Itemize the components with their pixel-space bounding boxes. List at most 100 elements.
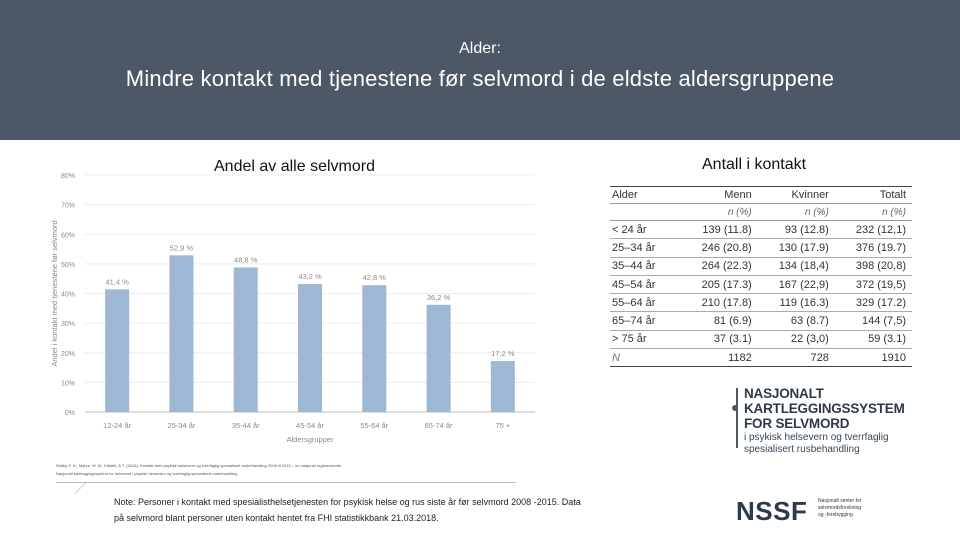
table-total-row: N 1182 728 1910 — [610, 348, 912, 368]
nasjonalt-kartleggingssystem-logo: NASJONALT KARTLEGGINGSSYSTEM FOR SELVMOR… — [732, 386, 922, 458]
table-cell: 728 — [757, 348, 835, 368]
table-cell: 1910 — [834, 348, 912, 368]
bar-chart: 0% 10% 20% 30% 40% 50% 60% 70% 80% Andel i kontak… — [50, 173, 535, 444]
y-tick-label: 60% — [61, 232, 75, 239]
data-label: 48,8 % — [234, 255, 258, 264]
table-header-row: Alder Menn Kvinner Totalt — [610, 186, 912, 204]
nssf-line: selvmordsforskning — [818, 505, 862, 511]
table-cell: N — [610, 348, 681, 368]
nssf-logo: NSSF — [736, 496, 808, 526]
table-cell: 205 (17.3) — [680, 275, 758, 295]
bar — [105, 289, 130, 412]
y-tick-label: 0% — [65, 410, 75, 417]
bar — [426, 304, 451, 412]
data-label: 17,2 % — [491, 349, 515, 358]
y-tick-label: 10% — [61, 380, 75, 387]
table-unit-cell: n (%) — [680, 203, 758, 221]
y-tick-label: 70% — [61, 203, 75, 210]
table-unit-cell: n (%) — [757, 203, 835, 221]
x-tick-label: 35-44 år — [232, 421, 260, 430]
y-tick-label: 50% — [61, 262, 75, 269]
nssf-line: Nasjonalt senter for — [818, 498, 862, 504]
table-cell: 210 (17.8) — [680, 293, 758, 313]
bar — [233, 267, 258, 412]
divider-tick — [74, 482, 106, 494]
x-tick-label: 65-74 år — [425, 421, 453, 430]
table-cell: 134 (18,4) — [757, 257, 835, 276]
x-tick-label: 55-64 år — [360, 421, 388, 430]
table-cell: 119 (16.3) — [757, 293, 835, 313]
nssf-line: og -forebygging — [818, 512, 853, 518]
source-line-1: Walby, F. A., Myhre, M. Ø., Kildahl, A.T… — [56, 463, 342, 468]
nssf-subtitle: Nasjonalt senter for selvmordsforskning … — [818, 498, 928, 519]
bar — [169, 255, 194, 412]
logo-line: spesialisert rusbehandling — [744, 444, 860, 455]
header-kicker: Alder: — [459, 40, 501, 57]
x-tick-label: 25-34 år — [167, 421, 195, 430]
table-cell: 81 (6.9) — [680, 311, 758, 331]
table-cell: 329 (17.2) — [834, 293, 912, 313]
table-cell: 93 (12.8) — [757, 220, 835, 240]
data-label: 43,2 % — [298, 272, 322, 281]
logo-line: KARTLEGGINGSSYSTEM — [744, 401, 905, 416]
table-row: 45–54 år 205 (17.3) 167 (22,9) 372 (19,5… — [610, 275, 912, 295]
source-line-2: Nasjonalt kartleggingssystem for selvmor… — [56, 471, 238, 476]
x-tick-label: 12-24 år — [103, 421, 131, 430]
contact-table: Alder Menn Kvinner Totalt n (%) n (%) n … — [610, 186, 912, 368]
table-cell: 35–44 år — [610, 257, 681, 276]
table-row: 55–64 år 210 (17.8) 119 (16.3) 329 (17.2… — [610, 293, 912, 313]
data-label: 41,4 % — [105, 277, 129, 286]
logo-bar — [736, 388, 738, 448]
table-header-cell: Alder — [610, 186, 681, 204]
table-title: Antall i kontakt — [702, 156, 807, 173]
table-cell: 144 (7,5) — [834, 311, 912, 331]
y-axis-label: Andel i kontakt med tjenestene før selvm… — [50, 220, 59, 366]
table-unit-row: n (%) n (%) n (%) — [610, 203, 912, 221]
page-title: Mindre kontakt med tjenestene før selvmo… — [125, 66, 835, 91]
table-row: 35–44 år 264 (22.3) 134 (18,4) 398 (20,8… — [610, 257, 912, 276]
bar — [490, 361, 515, 412]
source-citation: Walby, F. A., Myhre, M. Ø., Kildahl, A.T… — [56, 462, 516, 478]
divider — [56, 482, 516, 483]
x-tick-label: 45-54 år — [296, 421, 324, 430]
data-label: 42,8 % — [363, 273, 387, 282]
table-cell: 398 (20,8) — [834, 257, 912, 276]
table-cell: 63 (8.7) — [757, 311, 835, 331]
table-cell: 37 (3.1) — [680, 330, 758, 350]
logo-line: FOR SELVMORD — [744, 416, 850, 431]
y-tick-label: 40% — [61, 292, 75, 299]
table-row: < 24 år 139 (11.8) 93 (12.8) 232 (12,1) — [610, 220, 912, 240]
logo-dot — [732, 405, 738, 411]
table-cell: 45–54 år — [610, 275, 681, 295]
table-cell: 232 (12,1) — [834, 220, 912, 240]
data-label: 36,2 % — [427, 293, 451, 302]
table-row: > 75 år 37 (3.1) 22 (3,0) 59 (3.1) — [610, 330, 912, 350]
table-cell: 25–34 år — [610, 238, 681, 258]
bar — [362, 285, 387, 412]
logo-line: i psykisk helsevern og tverrfaglig — [744, 432, 889, 443]
y-tick-label: 20% — [61, 351, 75, 358]
chart-title: Andel av alle selvmord — [214, 158, 375, 175]
table-header-cell: Menn — [680, 186, 758, 204]
x-tick-label: 75 + — [495, 421, 510, 430]
table-cell: 59 (3.1) — [834, 330, 912, 350]
table-unit-cell: n (%) — [834, 203, 912, 221]
table-header-cell: Kvinner — [757, 186, 835, 204]
header-banner: Alder: Mindre kontakt med tjenestene før… — [0, 0, 960, 140]
table-cell: 65–74 år — [610, 311, 681, 331]
bar — [298, 284, 322, 412]
table-cell: 55–64 år — [610, 293, 681, 313]
table-row: 65–74 år 81 (6.9) 63 (8.7) 144 (7,5) — [610, 311, 912, 331]
logo-line: NASJONALT — [744, 386, 824, 401]
table-unit-cell — [610, 203, 681, 221]
table-row: 25–34 år 246 (20.8) 130 (17.9) 376 (19.7… — [610, 238, 912, 258]
table-cell: 376 (19.7) — [834, 238, 912, 258]
table-cell: 1182 — [680, 348, 758, 368]
y-tick-label: 30% — [61, 321, 75, 328]
table-cell: 139 (11.8) — [680, 220, 758, 240]
table-cell: 264 (22.3) — [680, 257, 758, 276]
table-cell: > 75 år — [610, 330, 681, 350]
table-cell: 372 (19,5) — [834, 275, 912, 295]
table-cell: 22 (3,0) — [757, 330, 835, 350]
table-cell: 246 (20.8) — [680, 238, 758, 258]
